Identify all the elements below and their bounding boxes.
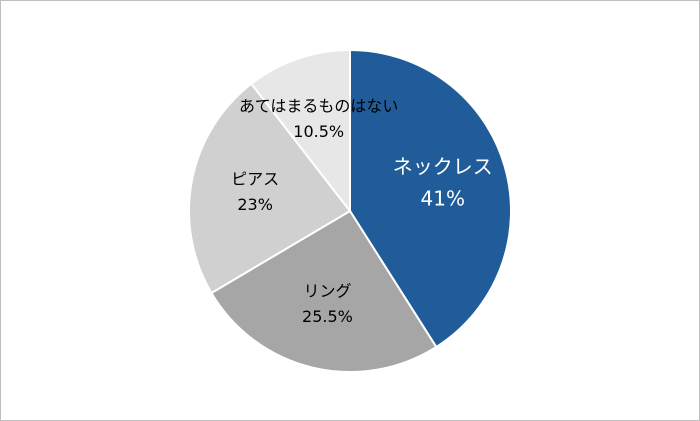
value-label: 25.5% [302, 307, 353, 326]
slice-label: あてはまるものはない [239, 96, 398, 115]
value-label: 41% [421, 187, 465, 211]
value-label: 10.5% [293, 122, 344, 141]
slice-label: ピアス [231, 170, 279, 189]
slice-label: ネックレス [393, 155, 493, 179]
pie-slice [249, 48, 351, 214]
pie-slice [188, 82, 352, 295]
slice-label: リング [303, 282, 351, 301]
pie-slice [210, 209, 438, 373]
value-label: 23% [237, 195, 273, 214]
